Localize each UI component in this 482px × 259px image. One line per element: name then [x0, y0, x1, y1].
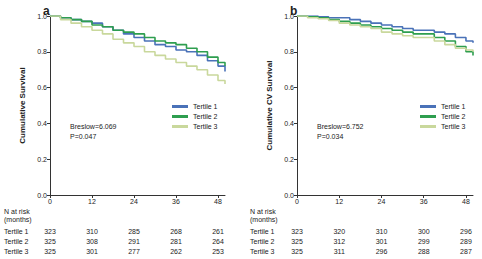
svg-text:Tertile 1: Tertile 1: [4, 228, 29, 235]
svg-text:261: 261: [212, 228, 224, 235]
svg-text:Cumulative Survival: Cumulative Survival: [18, 67, 27, 143]
svg-text:Tertile 2: Tertile 2: [4, 238, 29, 245]
svg-text:264: 264: [212, 238, 224, 245]
svg-text:0.4: 0.4: [284, 120, 294, 127]
svg-text:Breslow=6.069: Breslow=6.069: [70, 123, 117, 130]
svg-text:b: b: [290, 4, 297, 18]
svg-text:300: 300: [418, 228, 430, 235]
svg-text:24: 24: [378, 198, 386, 205]
svg-text:0.2: 0.2: [37, 156, 47, 163]
svg-text:36: 36: [420, 198, 428, 205]
svg-text:N at risk: N at risk: [250, 208, 276, 215]
svg-text:Tertile 1: Tertile 1: [193, 103, 218, 110]
svg-text:325: 325: [44, 238, 56, 245]
svg-text:P=0.047: P=0.047: [70, 133, 96, 140]
svg-text:311: 311: [334, 248, 345, 255]
svg-text:48: 48: [462, 198, 470, 205]
svg-text:Tertile 3: Tertile 3: [250, 248, 275, 255]
svg-text:296: 296: [460, 228, 472, 235]
svg-text:Tertile 3: Tertile 3: [193, 123, 218, 130]
svg-text:(months): (months): [250, 216, 278, 224]
svg-text:323: 323: [44, 228, 56, 235]
svg-text:310: 310: [86, 228, 98, 235]
svg-text:253: 253: [212, 248, 224, 255]
svg-text:48: 48: [214, 198, 222, 205]
svg-text:0.0: 0.0: [284, 192, 294, 199]
svg-text:Tertile 1: Tertile 1: [441, 103, 466, 110]
svg-text:0: 0: [48, 198, 52, 205]
svg-text:285: 285: [128, 228, 140, 235]
svg-text:291: 291: [128, 238, 140, 245]
svg-text:Tertile 2: Tertile 2: [193, 113, 218, 120]
svg-text:312: 312: [333, 238, 345, 245]
svg-text:277: 277: [128, 248, 140, 255]
svg-text:301: 301: [86, 248, 98, 255]
svg-text:310: 310: [376, 228, 388, 235]
svg-text:Tertile 3: Tertile 3: [441, 123, 466, 130]
svg-text:0.6: 0.6: [284, 84, 294, 91]
svg-text:12: 12: [335, 198, 343, 205]
svg-text:0: 0: [295, 198, 299, 205]
svg-text:0.2: 0.2: [284, 156, 294, 163]
svg-text:Tertile 1: Tertile 1: [250, 228, 275, 235]
svg-text:Tertile 3: Tertile 3: [4, 248, 29, 255]
svg-text:262: 262: [170, 248, 182, 255]
svg-text:Cumulative CV Survival: Cumulative CV Survival: [265, 61, 274, 151]
svg-text:12: 12: [88, 198, 96, 205]
svg-text:0.4: 0.4: [37, 120, 47, 127]
svg-text:0.8: 0.8: [284, 48, 294, 55]
svg-text:296: 296: [376, 248, 388, 255]
svg-text:299: 299: [418, 238, 430, 245]
svg-text:0.0: 0.0: [37, 192, 47, 199]
svg-text:325: 325: [291, 248, 303, 255]
svg-text:Tertile 2: Tertile 2: [250, 238, 275, 245]
svg-text:325: 325: [44, 248, 56, 255]
svg-text:(months): (months): [4, 216, 32, 224]
svg-text:Breslow=6.752: Breslow=6.752: [317, 123, 364, 130]
svg-text:301: 301: [376, 238, 388, 245]
svg-text:281: 281: [170, 238, 182, 245]
svg-text:320: 320: [333, 228, 345, 235]
svg-text:Tertile 2: Tertile 2: [441, 113, 466, 120]
svg-text:287: 287: [460, 248, 472, 255]
svg-text:308: 308: [86, 238, 98, 245]
svg-text:0.6: 0.6: [37, 84, 47, 91]
svg-text:a: a: [43, 4, 50, 18]
svg-text:325: 325: [291, 238, 303, 245]
svg-text:289: 289: [460, 238, 472, 245]
svg-text:288: 288: [418, 248, 430, 255]
svg-text:0.8: 0.8: [37, 48, 47, 55]
svg-text:24: 24: [130, 198, 138, 205]
svg-text:36: 36: [172, 198, 180, 205]
svg-text:323: 323: [291, 228, 303, 235]
svg-text:N at risk: N at risk: [4, 208, 30, 215]
svg-text:P=0.034: P=0.034: [317, 133, 343, 140]
svg-text:268: 268: [170, 228, 182, 235]
